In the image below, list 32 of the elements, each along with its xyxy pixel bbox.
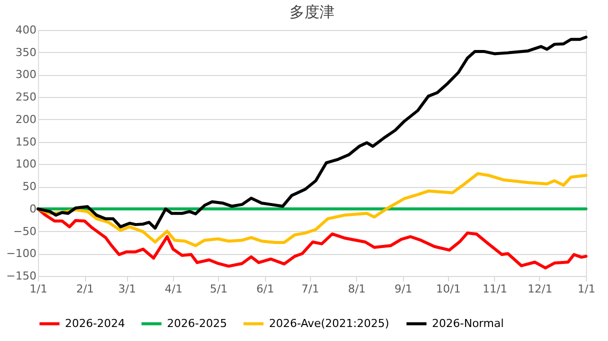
line-series: [36, 172, 588, 248]
x-tick-label: 3/1: [118, 282, 136, 296]
x-tick-label: 10/1: [436, 282, 461, 296]
x-tick-label: 5/1: [210, 282, 228, 296]
line-series: [36, 36, 588, 230]
y-tick-label: 150: [16, 135, 36, 148]
y-tick-label: −100: [6, 247, 36, 260]
y-tick-label: −50: [13, 224, 36, 238]
y-tick-label: 200: [16, 112, 36, 126]
x-tick-label: 11/1: [482, 282, 508, 296]
x-tick-label: 1/1: [30, 282, 48, 296]
x-tick-label: 9/1: [394, 282, 412, 296]
x-tick-label: 1/1: [578, 282, 596, 296]
y-tick-label: −150: [6, 270, 36, 282]
x-tick-label: 4/1: [164, 282, 182, 296]
x-tick-label: 7/1: [301, 282, 320, 296]
legend-label: 2026-Ave(2021:2025): [269, 316, 390, 330]
y-tick-label: 50: [22, 180, 36, 194]
y-tick-label: 400: [16, 24, 36, 36]
y-tick-label: 0: [30, 202, 36, 216]
x-tick-label: 6/1: [256, 282, 274, 296]
x-tick-label: 2/1: [76, 282, 94, 296]
legend-label: 2026-Normal: [432, 316, 504, 330]
y-tick-label: 300: [16, 68, 36, 82]
y-tick-label: 100: [16, 158, 36, 171]
y-tick-label: 350: [16, 46, 36, 59]
legend-label: 2026-2024: [65, 316, 125, 330]
y-tick-label: 250: [16, 90, 36, 104]
x-tick-label: 8/1: [348, 282, 366, 296]
chart-title: 多度津: [290, 3, 334, 21]
legend-label: 2026-2025: [167, 316, 227, 330]
x-tick-label: 12/1: [528, 282, 552, 296]
